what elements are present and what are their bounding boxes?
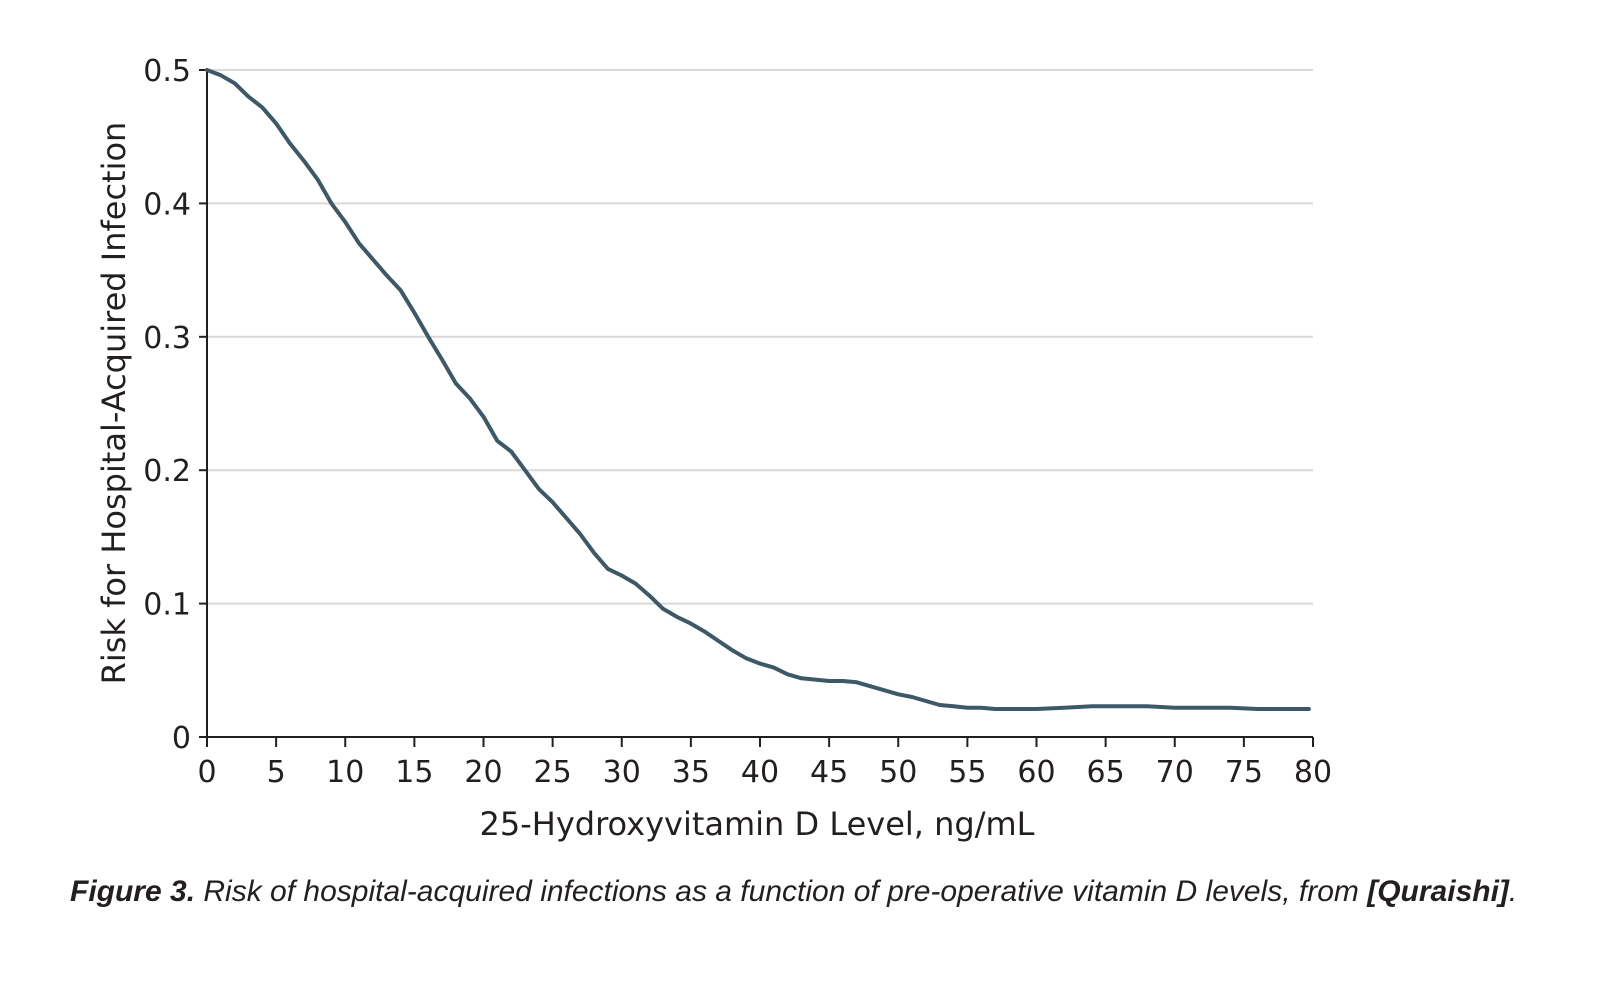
x-tick-label: 20 bbox=[464, 755, 502, 790]
caption-text: Risk of hospital-acquired infections as … bbox=[195, 875, 1368, 908]
x-tick-label: 55 bbox=[948, 755, 986, 790]
y-tick-label: 0.4 bbox=[143, 187, 191, 222]
x-tick-label: 5 bbox=[267, 755, 286, 790]
x-axis-title: 25-Hydroxyvitamin D Level, ng/mL bbox=[480, 805, 1035, 843]
x-tick-label: 75 bbox=[1225, 755, 1263, 790]
x-tick-label: 50 bbox=[879, 755, 917, 790]
x-tick-label: 40 bbox=[741, 755, 779, 790]
series-line bbox=[205, 68, 1311, 711]
y-tick-label: 0.2 bbox=[143, 454, 191, 489]
y-tick-label: 0.3 bbox=[143, 321, 191, 356]
x-tick-label: 25 bbox=[534, 755, 572, 790]
tick-labels: 0 0.1 0.2 0.3 0.4 0.5 0 5 10 15 20 25 30 35 40 45 50 55 60… bbox=[143, 54, 1332, 790]
x-tick-label: 65 bbox=[1087, 755, 1125, 790]
caption-label: Figure 3. bbox=[70, 875, 196, 908]
y-axis-title: Risk for Hospital-Acquired Infection bbox=[95, 122, 133, 685]
figure-caption: Figure 3. Risk of hospital-acquired infe… bbox=[70, 875, 1517, 909]
chart: 0 0.1 0.2 0.3 0.4 0.5 0 5 10 15 20 25 30 35 40 45 50 55 60… bbox=[95, 54, 1332, 843]
x-tick-label: 45 bbox=[810, 755, 848, 790]
y-tick-label: 0 bbox=[172, 721, 191, 756]
x-tick-label: 15 bbox=[395, 755, 433, 790]
caption-citation: [Quraishi] bbox=[1367, 875, 1509, 908]
x-tick-label: 30 bbox=[603, 755, 641, 790]
x-tick-label: 60 bbox=[1017, 755, 1055, 790]
series-layer bbox=[205, 68, 1311, 711]
y-tick-label: 0.5 bbox=[143, 54, 191, 89]
x-tick-label: 80 bbox=[1294, 755, 1332, 790]
x-tick-label: 35 bbox=[672, 755, 710, 790]
axes bbox=[199, 69, 1314, 747]
x-tick-label: 0 bbox=[197, 755, 216, 790]
grid-lines bbox=[207, 69, 1313, 605]
caption-end: . bbox=[1508, 875, 1518, 908]
x-tick-label: 10 bbox=[326, 755, 364, 790]
x-tick-label: 70 bbox=[1156, 755, 1194, 790]
y-tick-label: 0.1 bbox=[143, 588, 191, 623]
